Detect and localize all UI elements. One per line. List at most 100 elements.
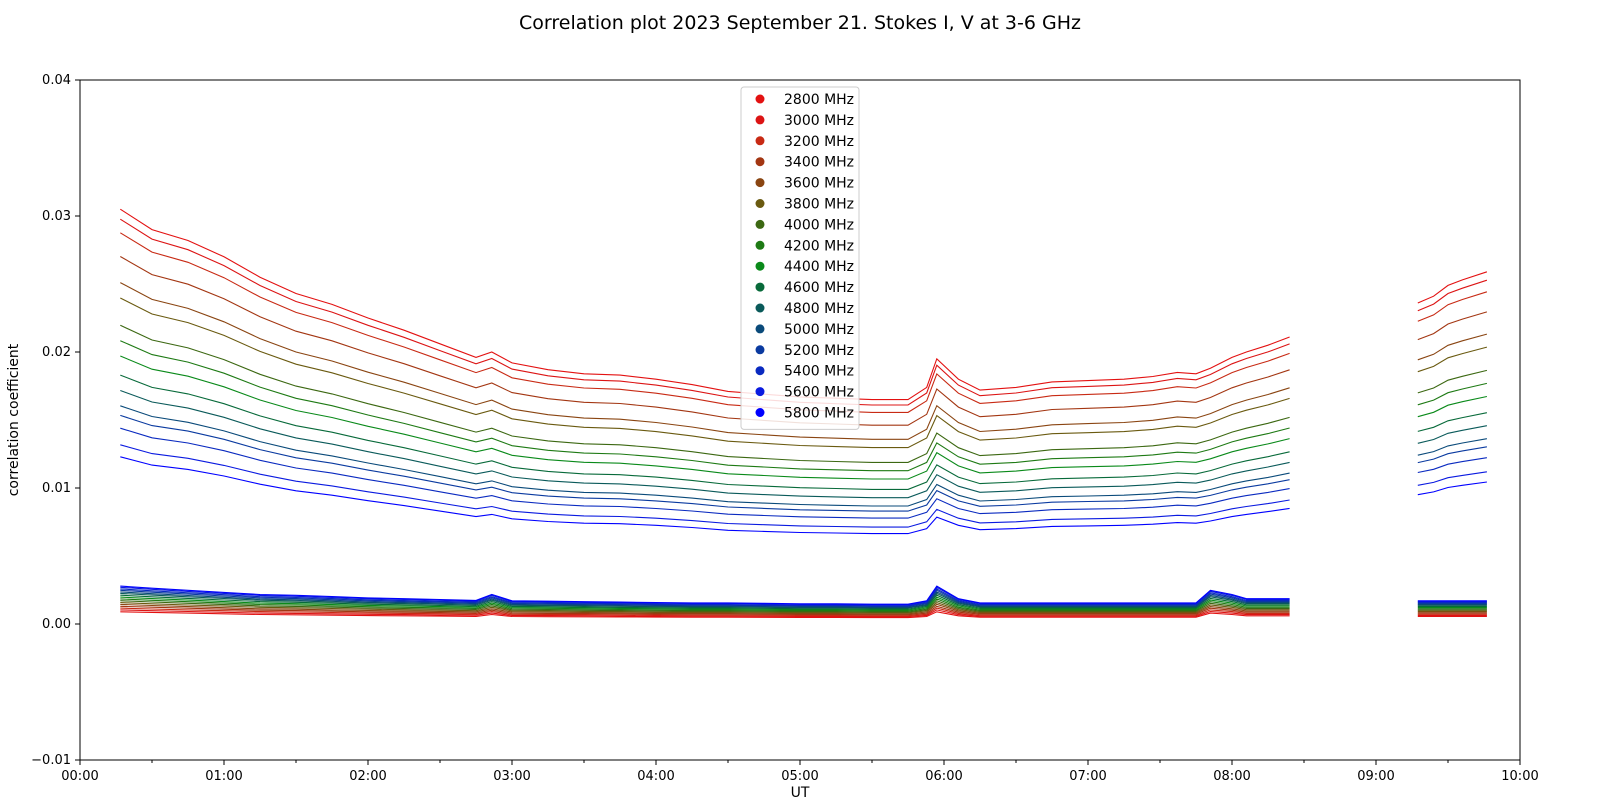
- legend-label: 3600 MHz: [784, 176, 854, 192]
- legend-label: 3400 MHz: [784, 155, 854, 171]
- series-3400-mhz-stokes-i: [120, 256, 1290, 426]
- series-5400-mhz-stokes-v: [120, 588, 1290, 607]
- series-5200-mhz-stokes-v: [120, 589, 1290, 607]
- legend-marker: [755, 345, 765, 355]
- legend-marker: [755, 178, 765, 188]
- series-3000-mhz-stokes-v: [120, 609, 1290, 618]
- x-tick-label: 08:00: [1213, 769, 1250, 784]
- legend-marker: [755, 115, 765, 125]
- series-5400-mhz-stokes-i: [120, 427, 1290, 519]
- y-tick-label: 0.00: [42, 617, 71, 632]
- legend-marker: [755, 94, 765, 104]
- y-tick-label: 0.04: [42, 73, 71, 88]
- series-2800-mhz-stokes-i: [1417, 271, 1488, 304]
- series-3600-mhz-stokes-i: [120, 282, 1290, 440]
- series-4400-mhz-stokes-i: [1417, 395, 1488, 418]
- series-5800-mhz-stokes-i: [1417, 481, 1487, 496]
- legend-marker: [755, 324, 765, 334]
- legend-label: 5400 MHz: [784, 364, 854, 380]
- x-axis-label: UT: [791, 785, 810, 800]
- legend-label: 4200 MHz: [784, 238, 854, 254]
- x-tick-label: 05:00: [781, 769, 818, 784]
- series-5200-mhz-stokes-i: [120, 414, 1290, 512]
- series-3800-mhz-stokes-i: [1417, 346, 1488, 373]
- series-4600-mhz-stokes-i: [120, 374, 1290, 490]
- x-tick-label: 06:00: [925, 769, 962, 784]
- series-4400-mhz-stokes-v: [120, 596, 1290, 611]
- legend-marker: [755, 261, 765, 271]
- y-axis-label: correlation coefficient: [6, 343, 22, 496]
- x-tick-label: 10:00: [1501, 769, 1538, 784]
- legend-label: 4800 MHz: [784, 301, 854, 317]
- legend-marker: [755, 199, 765, 208]
- series-4600-mhz-stokes-i: [1417, 412, 1488, 432]
- series-4200-mhz-stokes-i: [1417, 382, 1488, 406]
- y-tick-label: 0.03: [42, 209, 71, 224]
- series-4800-mhz-stokes-i: [1417, 425, 1488, 444]
- series-5800-mhz-stokes-v: [120, 585, 1290, 605]
- x-tick-label: 07:00: [1069, 769, 1106, 784]
- series-4000-mhz-stokes-i: [1417, 369, 1488, 394]
- legend-label: 3000 MHz: [784, 113, 854, 129]
- series-4200-mhz-stokes-v: [120, 598, 1290, 612]
- legend-marker: [755, 136, 765, 146]
- legend-marker: [755, 408, 765, 417]
- x-axis: 00:00 01:00 02:00 03:00 04:00 05:00 06:00 07:00…: [61, 760, 1539, 784]
- legend-marker: [755, 366, 765, 376]
- data-layer: [120, 208, 1488, 619]
- series-5000-mhz-stokes-i: [120, 405, 1290, 507]
- y-axis: −0.01 0.00 0.01 0.02 0.03 0.04: [31, 73, 80, 768]
- series-3200-mhz-stokes-i: [1417, 291, 1488, 322]
- legend-label: 5800 MHz: [784, 406, 854, 422]
- series-3400-mhz-stokes-v: [120, 605, 1290, 616]
- series-5400-mhz-stokes-i: [1417, 457, 1487, 474]
- chart-title: Correlation plot 2023 September 21. Stok…: [519, 12, 1081, 34]
- legend-marker: [755, 219, 765, 229]
- legend-marker: [755, 282, 765, 292]
- series-3600-mhz-stokes-i: [1417, 333, 1488, 361]
- legend-label: 4600 MHz: [784, 280, 854, 296]
- legend-marker: [755, 240, 765, 250]
- legend-label: 3800 MHz: [784, 197, 854, 213]
- legend: 2800 MHz 3000 MHz 3200 MHz 3400 MHz 3600 MHz…: [740, 86, 860, 430]
- y-tick-label: 0.01: [42, 481, 71, 496]
- x-tick-label: 04:00: [637, 769, 674, 784]
- x-tick-label: 03:00: [493, 769, 530, 784]
- legend-label: 4400 MHz: [784, 259, 854, 275]
- legend-label: 5200 MHz: [784, 343, 854, 359]
- series-4800-mhz-stokes-i: [120, 389, 1290, 499]
- series-5600-mhz-stokes-i: [120, 444, 1290, 528]
- series-3400-mhz-stokes-i: [1417, 311, 1488, 341]
- series-4600-mhz-stokes-v: [120, 594, 1290, 610]
- legend-marker: [755, 157, 765, 167]
- series-5600-mhz-stokes-v: [120, 586, 1290, 606]
- x-tick-label: 00:00: [61, 769, 98, 784]
- series-4000-mhz-stokes-v: [120, 600, 1290, 613]
- x-tick-label: 02:00: [349, 769, 386, 784]
- y-tick-label: −0.01: [31, 753, 71, 768]
- series-4200-mhz-stokes-i: [120, 340, 1290, 472]
- series-3200-mhz-stokes-v: [120, 607, 1290, 617]
- legend-marker: [755, 303, 765, 313]
- series-4400-mhz-stokes-i: [120, 355, 1290, 480]
- legend-label: 3200 MHz: [784, 134, 854, 150]
- series-5200-mhz-stokes-i: [1417, 446, 1487, 464]
- legend-box: [740, 86, 860, 430]
- series-5600-mhz-stokes-i: [1417, 471, 1487, 486]
- series-3800-mhz-stokes-i: [120, 297, 1290, 449]
- series-3000-mhz-stokes-i: [1417, 279, 1488, 312]
- legend-label: 5000 MHz: [784, 322, 854, 338]
- series-4000-mhz-stokes-i: [120, 324, 1290, 463]
- series-5800-mhz-stokes-i: [120, 456, 1290, 535]
- series-3800-mhz-stokes-v: [120, 601, 1290, 614]
- legend-label: 5600 MHz: [784, 385, 854, 401]
- x-tick-label: 09:00: [1357, 769, 1394, 784]
- series-5000-mhz-stokes-v: [120, 591, 1290, 608]
- legend-marker: [755, 387, 765, 397]
- y-tick-label: 0.02: [42, 345, 71, 360]
- series-2800-mhz-stokes-v: [120, 611, 1290, 619]
- series-3600-mhz-stokes-v: [120, 603, 1290, 615]
- series-2800-mhz-stokes-i: [120, 208, 1290, 401]
- legend-label: 2800 MHz: [784, 92, 854, 108]
